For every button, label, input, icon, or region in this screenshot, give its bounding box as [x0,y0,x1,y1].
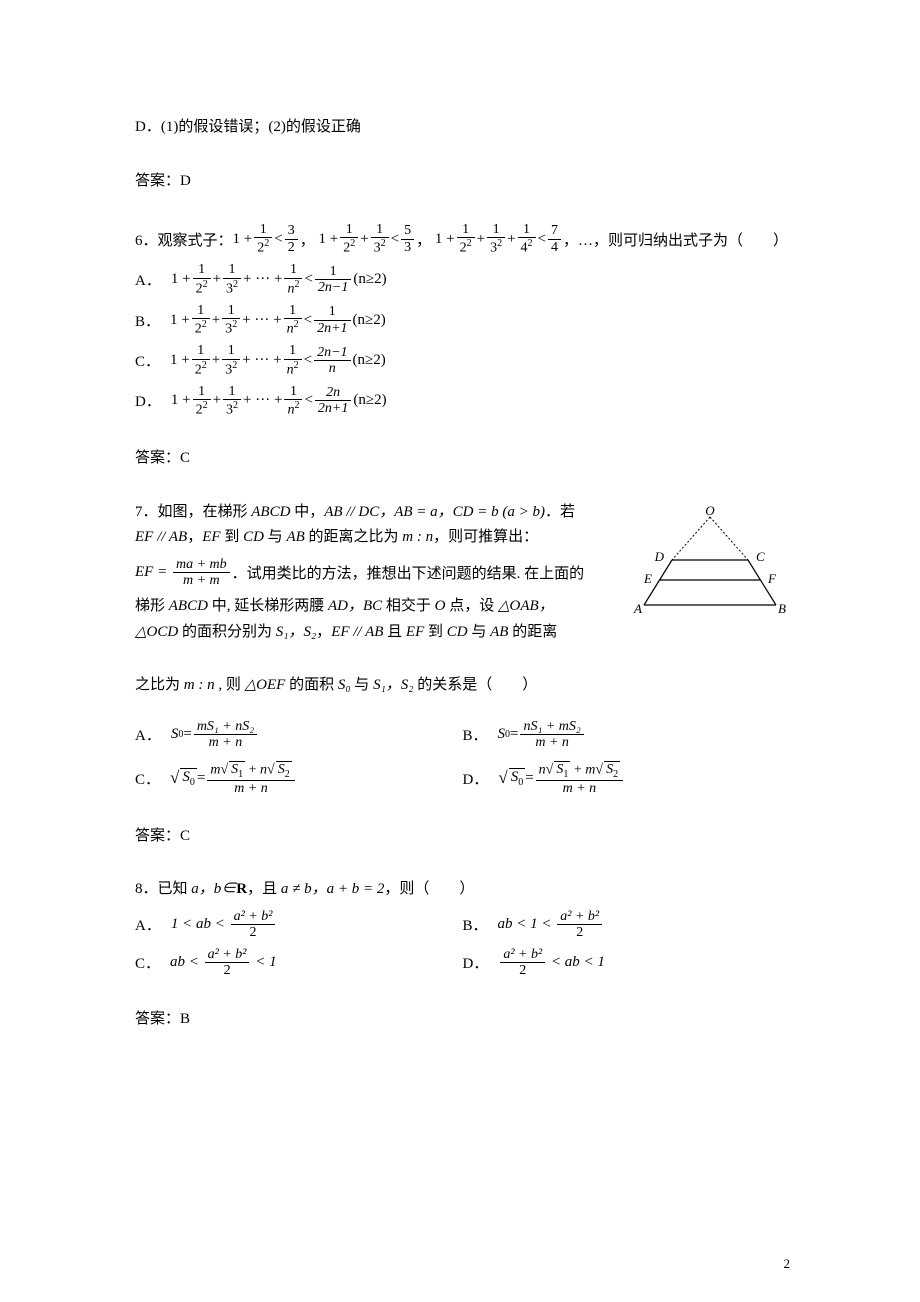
svg-text:F: F [767,571,777,586]
q5-option-d: D．(1)的假设错误；(2)的假设正确 [135,115,790,141]
q8-option-d: D． a² + b²2 < ab < 1 [463,947,791,979]
q6-option-b: B． 1 + 122 + 132 + ··· + 1n2 < 12n+1(n≥2… [135,303,790,337]
q6-stem-prefix: 6．观察式子： [135,229,233,250]
svg-text:C: C [756,549,765,564]
q6-stem-suffix: ，…，则可归纳出式子为（ ） [563,229,788,250]
q7-option-b: B． S0 = nS₁ + mS₂m + n [463,719,791,751]
page-number: 2 [784,1256,791,1272]
trapezoid-diagram: O D C E F A B [630,505,790,646]
q6-answer: 答案：C [135,446,790,472]
q7: 7．如图，在梯形 ABCD 中，AB // DC，AB = a，CD = b (… [135,500,790,646]
q8-option-b: B． ab < 1 < a² + b²2 [463,909,791,941]
svg-text:A: A [633,601,642,616]
q5-answer: 答案：D [135,169,790,195]
q6-option-a: A． 1 + 122 + 132 + ··· + 1n2 < 12n−1(n≥2… [135,262,790,296]
svg-text:B: B [778,601,786,616]
svg-text:O: O [705,505,715,518]
svg-text:E: E [643,571,652,586]
q6-option-c: C． 1 + 122 + 132 + ··· + 1n2 < 2n−1n(n≥2… [135,343,790,377]
q8-option-c: C． ab < a² + b²2 < 1 [135,947,463,979]
q7-option-a: A． S0 = mS₁ + nS₂m + n [135,719,463,751]
q8-answer: 答案：B [135,1007,790,1033]
q6-option-d: D． 1 + 122 + 132 + ··· + 1n2 < 2n2n+1(n≥… [135,384,790,418]
q7-option-d: D． √S0 = n√S1 + m√S2m + n [463,761,791,796]
q8-option-a: A． 1 < ab < a² + b²2 [135,909,463,941]
q7-option-c: C． √S0 = m√S1 + n√S2m + n [135,761,463,796]
q8: 8．已知 a，b∈R，且 a ≠ b，a + b = 2，则（ ） A． 1 <… [135,877,790,978]
q6: 6．观察式子： 1 + 122 < 32， 1 + 122 + 132 < 53… [135,222,790,418]
q7-answer: 答案：C [135,824,790,850]
svg-text:D: D [654,549,665,564]
